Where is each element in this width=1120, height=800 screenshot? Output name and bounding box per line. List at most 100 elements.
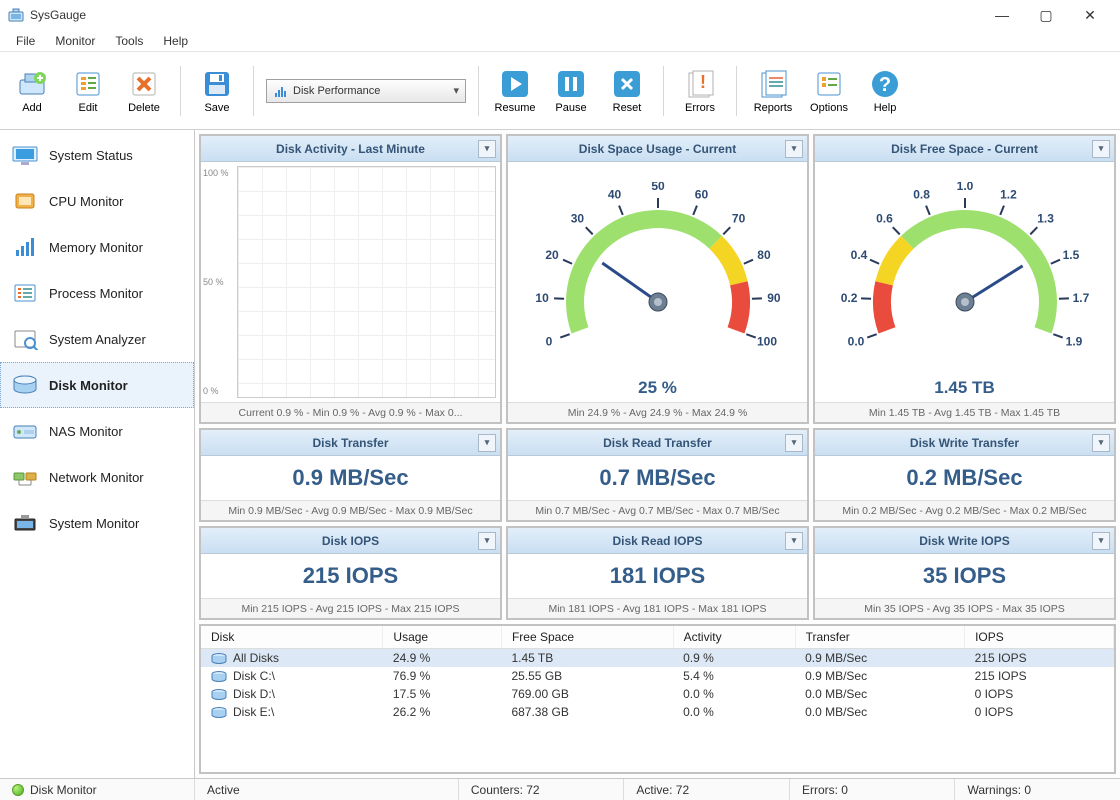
sidebar-item-system-status[interactable]: System Status bbox=[0, 132, 194, 178]
column-header[interactable]: IOPS bbox=[965, 626, 1114, 649]
sidebar-item-label: Network Monitor bbox=[49, 470, 144, 485]
column-header[interactable]: Usage bbox=[383, 626, 502, 649]
svg-text:1.9: 1.9 bbox=[1065, 335, 1082, 349]
resume-button[interactable]: Resume bbox=[491, 68, 539, 114]
sidebar-item-label: Memory Monitor bbox=[49, 240, 143, 255]
panel-footer: Min 24.9 % - Avg 24.9 % - Max 24.9 % bbox=[508, 402, 807, 422]
panel-footer: Min 0.2 MB/Sec - Avg 0.2 MB/Sec - Max 0.… bbox=[815, 500, 1114, 520]
panel-menu-button[interactable]: ▾ bbox=[1092, 532, 1110, 550]
column-header[interactable]: Free Space bbox=[501, 626, 673, 649]
sidebar-item-system-analyzer[interactable]: System Analyzer bbox=[0, 316, 194, 362]
sidebar-icon bbox=[11, 419, 39, 443]
svg-text:70: 70 bbox=[731, 212, 745, 226]
minimize-button[interactable]: — bbox=[980, 0, 1024, 30]
status-mode: Disk Monitor bbox=[30, 783, 97, 797]
metric-value: 0.9 MB/Sec bbox=[292, 465, 408, 491]
pause-label: Pause bbox=[555, 102, 586, 114]
help-label: Help bbox=[874, 102, 897, 114]
sidebar-item-label: Process Monitor bbox=[49, 286, 143, 301]
panel-menu-button[interactable]: ▾ bbox=[1092, 434, 1110, 452]
svg-text:80: 80 bbox=[757, 248, 771, 262]
disk-icon bbox=[211, 671, 227, 683]
panel-menu-button[interactable]: ▾ bbox=[478, 434, 496, 452]
add-button[interactable]: Add bbox=[8, 68, 56, 114]
maximize-button[interactable]: ▢ bbox=[1024, 0, 1068, 30]
sidebar-icon bbox=[11, 465, 39, 489]
help-button[interactable]: ? Help bbox=[861, 68, 909, 114]
y-label: 0 % bbox=[203, 386, 219, 396]
sidebar-item-label: Disk Monitor bbox=[49, 378, 128, 393]
panel-menu-button[interactable]: ▾ bbox=[785, 140, 803, 158]
metric-value: 35 IOPS bbox=[923, 563, 1006, 589]
panel-footer: Min 0.7 MB/Sec - Avg 0.7 MB/Sec - Max 0.… bbox=[508, 500, 807, 520]
sidebar-item-cpu-monitor[interactable]: CPU Monitor bbox=[0, 178, 194, 224]
menu-help[interactable]: Help bbox=[153, 32, 198, 50]
save-icon bbox=[201, 68, 233, 100]
usage-gauge: 0102030405060708090100 bbox=[528, 182, 788, 382]
svg-text:1.5: 1.5 bbox=[1062, 248, 1079, 262]
menu-file[interactable]: File bbox=[6, 32, 45, 50]
activity-chart bbox=[237, 166, 496, 398]
options-button[interactable]: Options bbox=[805, 68, 853, 114]
table-cell: All Disks bbox=[201, 649, 383, 668]
edit-button[interactable]: Edit bbox=[64, 68, 112, 114]
reset-button[interactable]: Reset bbox=[603, 68, 651, 114]
sidebar-item-network-monitor[interactable]: Network Monitor bbox=[0, 454, 194, 500]
svg-text:1.2: 1.2 bbox=[1000, 187, 1017, 201]
column-header[interactable]: Transfer bbox=[795, 626, 965, 649]
panel-disk-free: Disk Free Space - Current▾ 0.00.20.40.60… bbox=[813, 134, 1116, 424]
sidebar-item-system-monitor[interactable]: System Monitor bbox=[0, 500, 194, 546]
panel-title: Disk Read Transfer bbox=[603, 436, 712, 450]
table-cell: 5.4 % bbox=[673, 667, 795, 685]
svg-text:0.6: 0.6 bbox=[876, 212, 893, 226]
panel-title: Disk Read IOPS bbox=[612, 534, 702, 548]
menu-tools[interactable]: Tools bbox=[105, 32, 153, 50]
options-icon bbox=[813, 68, 845, 100]
svg-text:1.3: 1.3 bbox=[1037, 212, 1054, 226]
status-active: Active: 72 bbox=[624, 779, 790, 800]
panel-footer: Min 1.45 TB - Avg 1.45 TB - Max 1.45 TB bbox=[815, 402, 1114, 422]
table-cell: 687.38 GB bbox=[501, 703, 673, 721]
sidebar-item-label: System Analyzer bbox=[49, 332, 146, 347]
close-button[interactable]: ✕ bbox=[1068, 0, 1112, 30]
panel-menu-button[interactable]: ▾ bbox=[478, 532, 496, 550]
free-gauge: 0.00.20.40.60.81.01.21.31.51.71.9 bbox=[835, 182, 1095, 382]
add-label: Add bbox=[22, 102, 42, 114]
column-header[interactable]: Disk bbox=[201, 626, 383, 649]
svg-text:1.7: 1.7 bbox=[1072, 291, 1089, 305]
reset-label: Reset bbox=[613, 102, 642, 114]
content-area: Disk Activity - Last Minute▾ 100 % 50 % … bbox=[195, 130, 1120, 778]
panel-menu-button[interactable]: ▾ bbox=[785, 532, 803, 550]
sidebar-item-disk-monitor[interactable]: Disk Monitor bbox=[0, 362, 194, 408]
table-cell: 0 IOPS bbox=[965, 703, 1114, 721]
y-label: 100 % bbox=[203, 168, 229, 178]
sidebar-item-memory-monitor[interactable]: Memory Monitor bbox=[0, 224, 194, 270]
sidebar-item-nas-monitor[interactable]: NAS Monitor bbox=[0, 408, 194, 454]
panel-title: Disk Space Usage - Current bbox=[579, 142, 736, 156]
sidebar-item-process-monitor[interactable]: Process Monitor bbox=[0, 270, 194, 316]
pause-button[interactable]: Pause bbox=[547, 68, 595, 114]
table-row[interactable]: Disk E:\26.2 %687.38 GB0.0 %0.0 MB/Sec0 … bbox=[201, 703, 1114, 721]
table-row[interactable]: Disk D:\17.5 %769.00 GB0.0 %0.0 MB/Sec0 … bbox=[201, 685, 1114, 703]
sidebar: System StatusCPU Monitor Memory Monitor Pr… bbox=[0, 130, 195, 778]
svg-text:0: 0 bbox=[545, 335, 552, 349]
delete-button[interactable]: Delete bbox=[120, 68, 168, 114]
panel-menu-button[interactable]: ▾ bbox=[785, 434, 803, 452]
edit-label: Edit bbox=[79, 102, 98, 114]
panel-footer: Min 181 IOPS - Avg 181 IOPS - Max 181 IO… bbox=[508, 598, 807, 618]
menu-monitor[interactable]: Monitor bbox=[45, 32, 105, 50]
table-row[interactable]: Disk C:\76.9 %25.55 GB5.4 %0.9 MB/Sec215… bbox=[201, 667, 1114, 685]
profile-combo[interactable]: Disk Performance bbox=[266, 79, 466, 103]
table-cell: 0.0 % bbox=[673, 685, 795, 703]
panel-write-transfer: Disk Write Transfer▾ 0.2 MB/Sec Min 0.2 … bbox=[813, 428, 1116, 522]
status-state: Active bbox=[195, 779, 459, 800]
reports-button[interactable]: Reports bbox=[749, 68, 797, 114]
title-bar: SysGauge — ▢ ✕ bbox=[0, 0, 1120, 30]
panel-menu-button[interactable]: ▾ bbox=[478, 140, 496, 158]
table-row[interactable]: All Disks24.9 %1.45 TB0.9 %0.9 MB/Sec215… bbox=[201, 649, 1114, 668]
column-header[interactable]: Activity bbox=[673, 626, 795, 649]
panel-menu-button[interactable]: ▾ bbox=[1092, 140, 1110, 158]
errors-button[interactable]: ! Errors bbox=[676, 68, 724, 114]
save-button[interactable]: Save bbox=[193, 68, 241, 114]
gauge-value: 25 % bbox=[638, 378, 677, 398]
